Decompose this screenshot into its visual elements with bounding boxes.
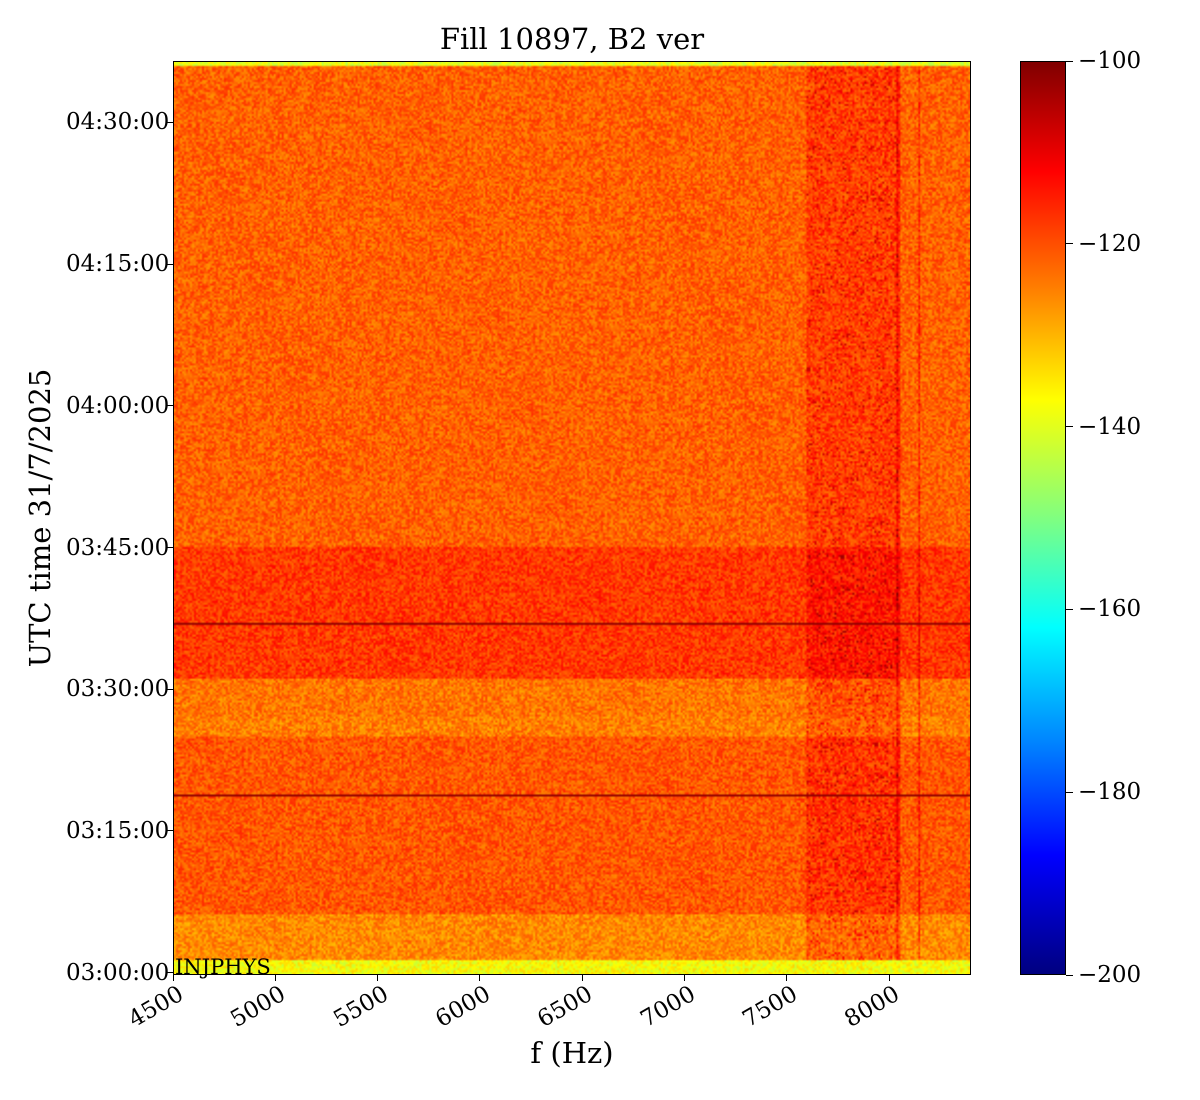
colorbar-tick-label: −100 bbox=[1078, 48, 1142, 74]
mode-annotation: INJPHYS bbox=[175, 955, 271, 979]
y-axis-label: UTC time 31/7/2025 bbox=[23, 368, 57, 668]
y-tick-mark bbox=[167, 547, 173, 549]
y-tick-mark bbox=[167, 263, 173, 265]
x-tick-label: 6500 bbox=[533, 981, 598, 1033]
y-tick-mark bbox=[167, 688, 173, 690]
y-tick-mark bbox=[167, 972, 173, 974]
x-tick-label: 7500 bbox=[738, 981, 802, 1033]
y-tick-label: 03:00:00 bbox=[66, 959, 170, 986]
x-tick-mark bbox=[172, 975, 174, 981]
x-tick-label: 4500 bbox=[124, 981, 188, 1033]
y-tick-label: 03:30:00 bbox=[66, 676, 170, 703]
y-tick-mark bbox=[167, 121, 173, 123]
x-tick-mark bbox=[479, 975, 481, 981]
x-tick-mark bbox=[274, 975, 276, 981]
x-tick-label: 8000 bbox=[840, 981, 905, 1033]
y-tick-label: 04:00:00 bbox=[66, 392, 170, 419]
colorbar-tick-label: −200 bbox=[1078, 962, 1142, 988]
x-tick-mark bbox=[684, 975, 686, 981]
x-tick-mark bbox=[581, 975, 583, 981]
colorbar-tick-mark bbox=[1066, 974, 1073, 976]
colorbar-tick-mark bbox=[1066, 243, 1073, 245]
colorbar-tick-mark bbox=[1066, 426, 1073, 428]
x-tick-mark bbox=[377, 975, 379, 981]
plot-area bbox=[173, 61, 971, 975]
chart-title: Fill 10897, B2 ver bbox=[439, 22, 705, 56]
colorbar-tick-mark bbox=[1066, 791, 1073, 793]
y-tick-mark bbox=[167, 405, 173, 407]
y-tick-mark bbox=[167, 830, 173, 832]
y-tick-label: 03:15:00 bbox=[66, 817, 170, 844]
y-tick-label: 04:30:00 bbox=[66, 109, 170, 136]
colorbar-tick-mark bbox=[1066, 608, 1073, 610]
x-axis-label: f (Hz) bbox=[530, 1036, 614, 1070]
spectrogram-heatmap bbox=[174, 62, 970, 974]
x-tick-mark bbox=[786, 975, 788, 981]
x-tick-label: 7000 bbox=[635, 981, 700, 1033]
colorbar-tick-label: −120 bbox=[1078, 230, 1142, 257]
colorbar-tick-mark bbox=[1066, 60, 1073, 62]
y-tick-label: 03:45:00 bbox=[66, 534, 170, 561]
x-tick-label: 6000 bbox=[431, 981, 495, 1033]
x-tick-mark bbox=[888, 975, 890, 981]
colorbar-tick-label: −180 bbox=[1078, 779, 1142, 806]
colorbar-tick-label: −140 bbox=[1078, 413, 1142, 440]
y-tick-label: 04:15:00 bbox=[66, 251, 170, 278]
colorbar bbox=[1020, 61, 1066, 975]
colorbar-tick-label: −160 bbox=[1078, 596, 1142, 623]
x-tick-label: 5000 bbox=[226, 981, 291, 1033]
x-tick-label: 5500 bbox=[328, 981, 393, 1033]
